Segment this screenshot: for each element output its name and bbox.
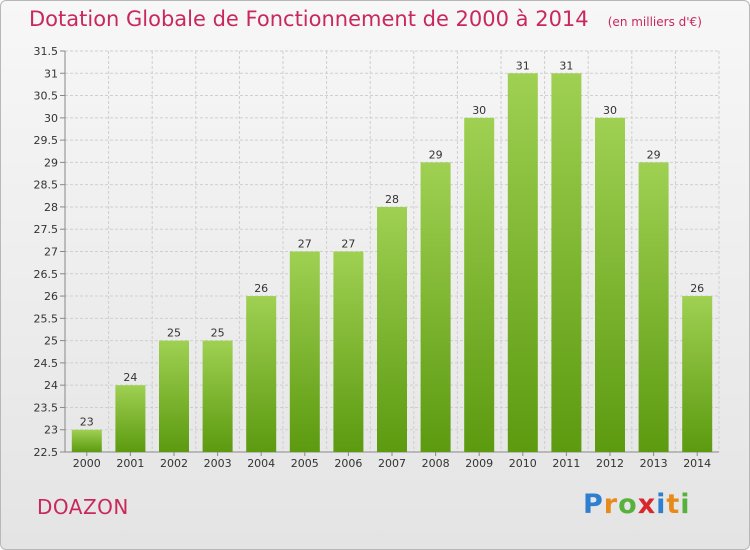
data-label: 25 xyxy=(211,327,225,340)
y-tick-label: 25 xyxy=(44,335,58,348)
commune-name: DOAZON xyxy=(37,495,129,519)
data-label: 23 xyxy=(80,416,94,429)
bar-2008 xyxy=(420,162,451,452)
bar-2006 xyxy=(333,251,364,452)
data-label: 28 xyxy=(385,193,399,206)
data-label: 26 xyxy=(254,282,268,295)
x-tick-label: 2001 xyxy=(116,457,144,470)
y-tick-label: 31 xyxy=(44,67,58,80)
bar-2007 xyxy=(377,206,407,452)
data-label: 27 xyxy=(298,238,312,251)
y-tick-label: 29.5 xyxy=(34,134,59,147)
bar-2003 xyxy=(202,340,233,452)
data-label: 31 xyxy=(559,59,573,72)
chart-title: Dotation Globale de Fonctionnement de 20… xyxy=(29,7,702,31)
x-tick-label: 2000 xyxy=(73,457,101,470)
bar-2013 xyxy=(638,162,669,452)
bar-2014 xyxy=(682,296,713,452)
y-tick-label: 22.5 xyxy=(34,446,59,459)
data-label: 31 xyxy=(516,59,530,72)
logo-letter: P xyxy=(583,489,604,520)
y-tick-label: 28 xyxy=(44,201,58,214)
data-label: 26 xyxy=(690,282,704,295)
data-label: 24 xyxy=(123,371,137,384)
proxiti-logo: Proxiti xyxy=(583,489,691,520)
logo-letter: i xyxy=(680,489,691,520)
bar-2011 xyxy=(551,73,582,453)
x-tick-label: 2002 xyxy=(160,457,188,470)
data-labels: 23 24 25 25 26 27 27 28 29 30 31 31 30 29 26 xyxy=(80,59,704,428)
bars xyxy=(71,73,713,453)
y-tick-label: 23 xyxy=(44,424,58,437)
x-tick-label: 2003 xyxy=(204,457,232,470)
y-tick-labels: 22.5 23 23.5 24 24.5 25 25.5 26 26.5 27 27.5 28 28.5… xyxy=(34,45,59,459)
y-tick-label: 28.5 xyxy=(34,179,59,192)
x-tick-label: 2007 xyxy=(378,457,406,470)
data-label: 29 xyxy=(647,148,661,161)
x-tick-label: 2006 xyxy=(334,457,362,470)
y-tick-label: 23.5 xyxy=(34,401,59,414)
bar-2004 xyxy=(246,296,277,452)
unit-text: (en milliers d'€) xyxy=(607,15,702,29)
title-text: Dotation Globale de Fonctionnement de 20… xyxy=(29,7,589,31)
x-tick-labels: 2000 2001 2002 2003 2004 2005 2006 2007 2008 2009… xyxy=(73,457,711,470)
bar-2012 xyxy=(595,117,625,452)
x-tick-label: 2012 xyxy=(596,457,624,470)
x-tick-label: 2011 xyxy=(552,457,580,470)
x-tick-label: 2004 xyxy=(247,457,275,470)
y-tick-label: 24.5 xyxy=(34,357,59,370)
bar-2005 xyxy=(289,251,320,452)
logo-letter: r xyxy=(603,489,619,520)
data-label: 27 xyxy=(341,238,355,251)
bar-2010 xyxy=(507,73,538,453)
y-tick-label: 30 xyxy=(44,112,58,125)
data-label: 30 xyxy=(472,104,486,117)
logo-letter: t xyxy=(666,489,681,520)
data-label: 30 xyxy=(603,104,617,117)
y-tick-label: 26.5 xyxy=(34,268,59,281)
logo-letter: i xyxy=(656,489,667,520)
x-tick-label: 2008 xyxy=(422,457,450,470)
logo-letter: x xyxy=(637,489,657,520)
data-label: 25 xyxy=(167,327,181,340)
bar-2001 xyxy=(115,385,146,452)
x-tick-label: 2005 xyxy=(291,457,319,470)
logo-letter: o xyxy=(618,489,638,520)
x-tick-label: 2013 xyxy=(640,457,668,470)
y-tick-label: 25.5 xyxy=(34,312,59,325)
y-tick-label: 29 xyxy=(44,156,58,169)
bar-2009 xyxy=(464,117,495,452)
bar-2002 xyxy=(159,340,189,452)
x-tick-label: 2009 xyxy=(465,457,493,470)
x-tick-label: 2010 xyxy=(509,457,537,470)
x-tick-label: 2014 xyxy=(683,457,711,470)
y-tick-label: 24 xyxy=(44,379,58,392)
bar-2000 xyxy=(71,429,102,452)
y-tick-label: 26 xyxy=(44,290,58,303)
y-tick-label: 31.5 xyxy=(34,45,59,58)
data-label: 29 xyxy=(429,148,443,161)
y-tick-label: 27.5 xyxy=(34,223,59,236)
y-tick-label: 27 xyxy=(44,246,58,259)
y-tick-label: 30.5 xyxy=(34,90,59,103)
